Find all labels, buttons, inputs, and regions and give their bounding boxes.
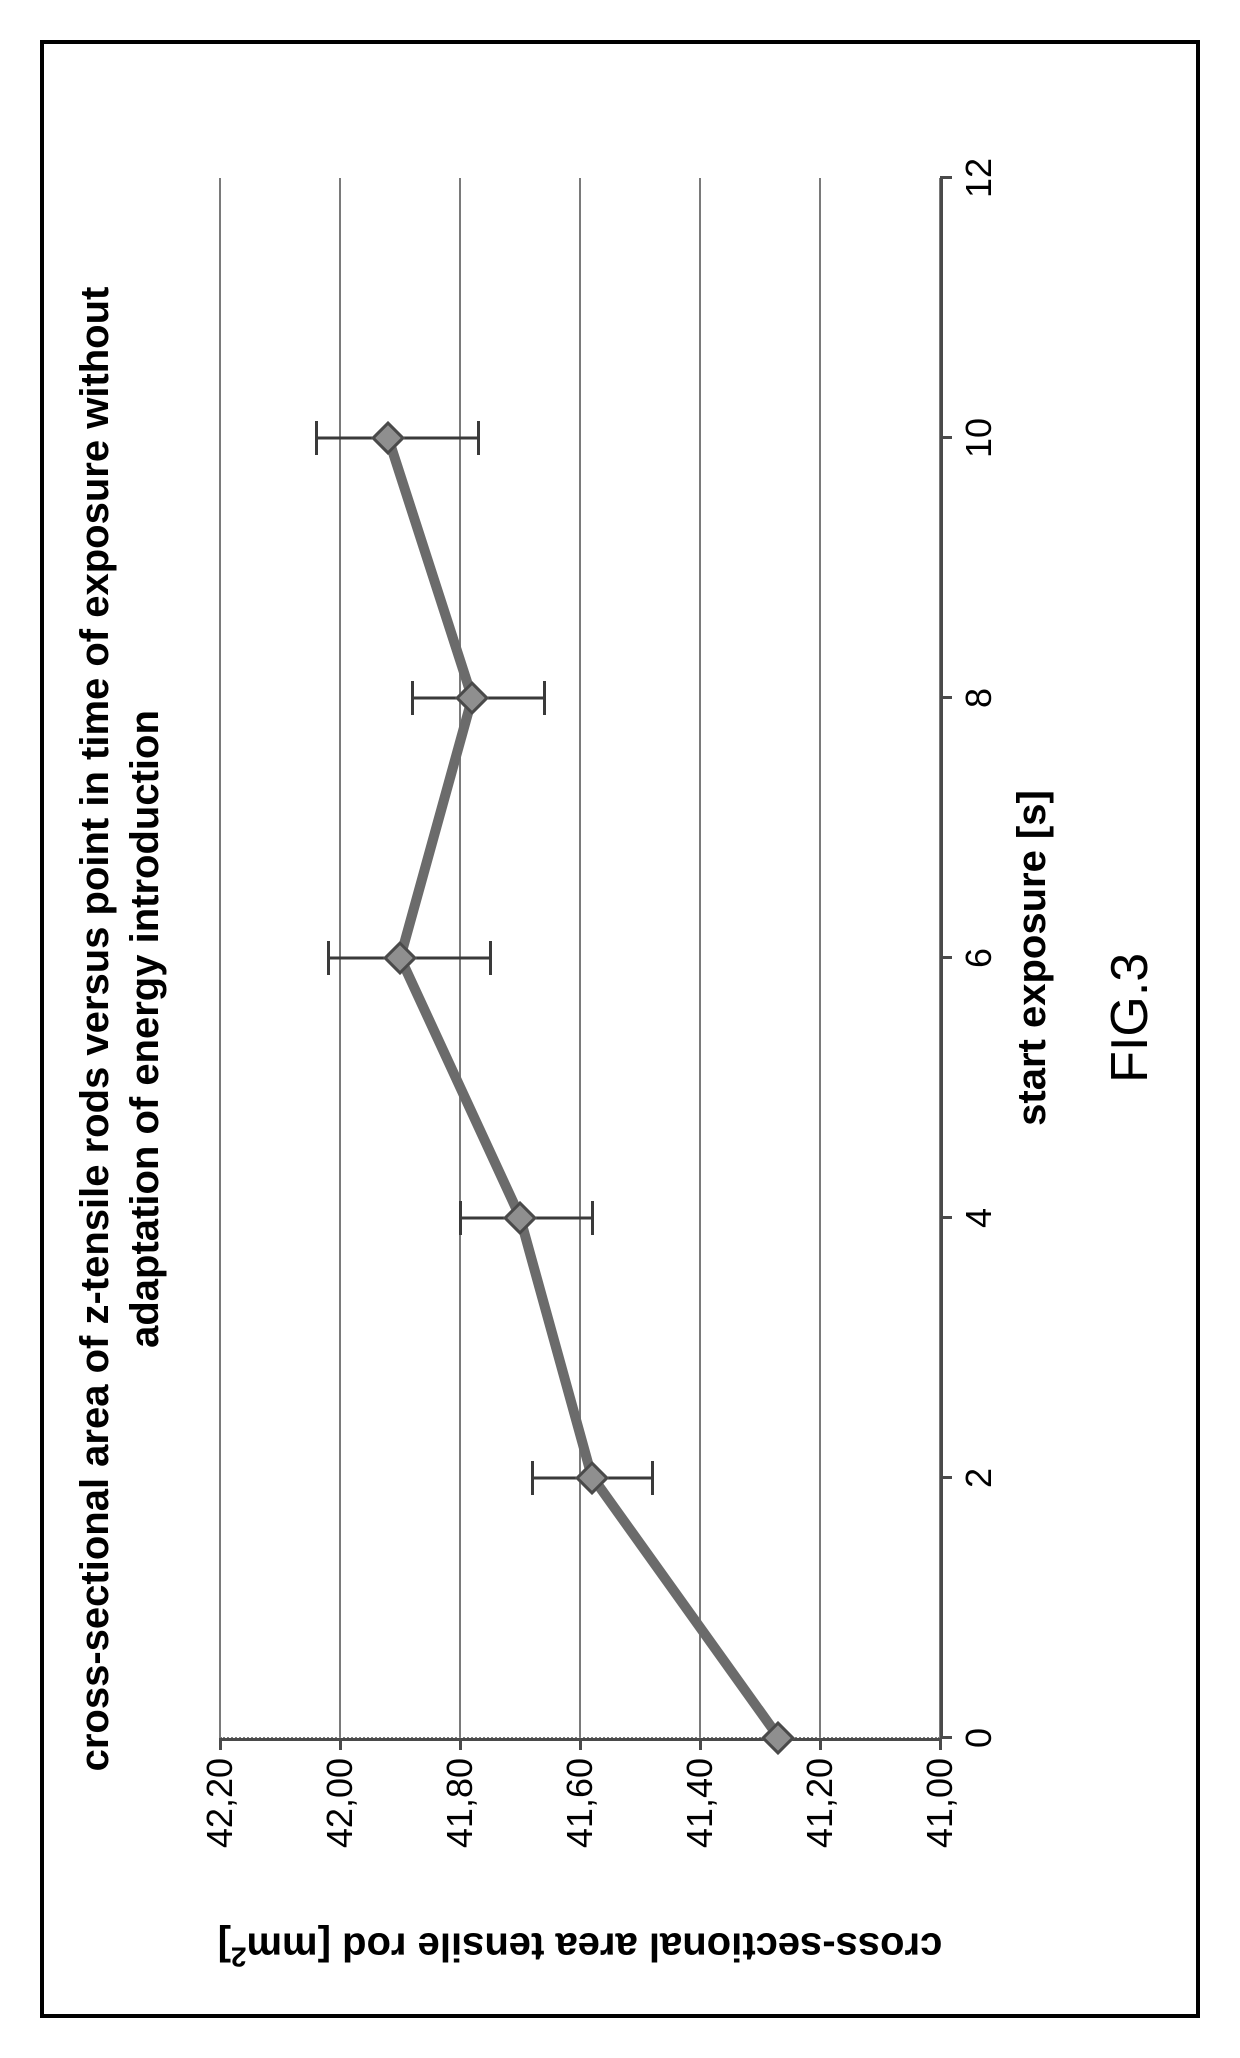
outer-frame: cross-sectional area of z-tensile rods v… [40,40,1200,2018]
ytick-label: 42,00 [319,1758,361,1878]
ytick-label: 41,00 [919,1758,961,1878]
errorbar-cap [531,1461,534,1495]
ytick-label: 41,20 [799,1758,841,1878]
xtick-label: 6 [958,948,1000,968]
ytick-label: 42,20 [199,1758,241,1878]
figure-label: FIG.3 [1100,953,1160,1083]
chart-title-line1: cross-sectional area of z-tensile rods v… [73,287,117,1772]
x-axis-line [940,178,943,1738]
xtick-label: 8 [958,688,1000,708]
errorbar-cap [459,1201,462,1235]
gridline-h [219,178,221,1738]
rotated-figure: cross-sectional area of z-tensile rods v… [40,40,1200,2018]
ytick-label: 41,80 [439,1758,481,1878]
errorbar-cap [651,1461,654,1495]
xtick-label: 2 [958,1468,1000,1488]
xtick-label: 10 [958,418,1000,458]
xtick-label: 12 [958,158,1000,198]
errorbar-cap [327,941,330,975]
xtick-label: 4 [958,1208,1000,1228]
gridline-h [819,178,821,1738]
ytick-label: 41,60 [559,1758,601,1878]
errorbar-cap [315,421,318,455]
gridline-h [579,178,581,1738]
errorbar-cap [477,421,480,455]
chart-title: cross-sectional area of z-tensile rods v… [70,40,170,2018]
ylabel-suffix: ] [218,1924,231,1968]
errorbar-cap [411,681,414,715]
ylabel-prefix: cross-sectional area tensile rod [mm [247,1924,943,1968]
errorbar-cap [489,941,492,975]
y-axis-line [220,1738,940,1741]
ytick-label: 41,40 [679,1758,721,1878]
chart-title-line2: adaptation of energy introduction [123,710,167,1348]
xtick-label: 0 [958,1728,1000,1748]
x-axis-label: start exposure [s] [1010,178,1055,1738]
ylabel-sup: 2 [231,1942,247,1973]
y-axis-label: cross-sectional area tensile rod [mm2] [218,1923,943,1972]
gridline-h [699,178,701,1738]
errorbar-cap [591,1201,594,1235]
errorbar-cap [543,681,546,715]
